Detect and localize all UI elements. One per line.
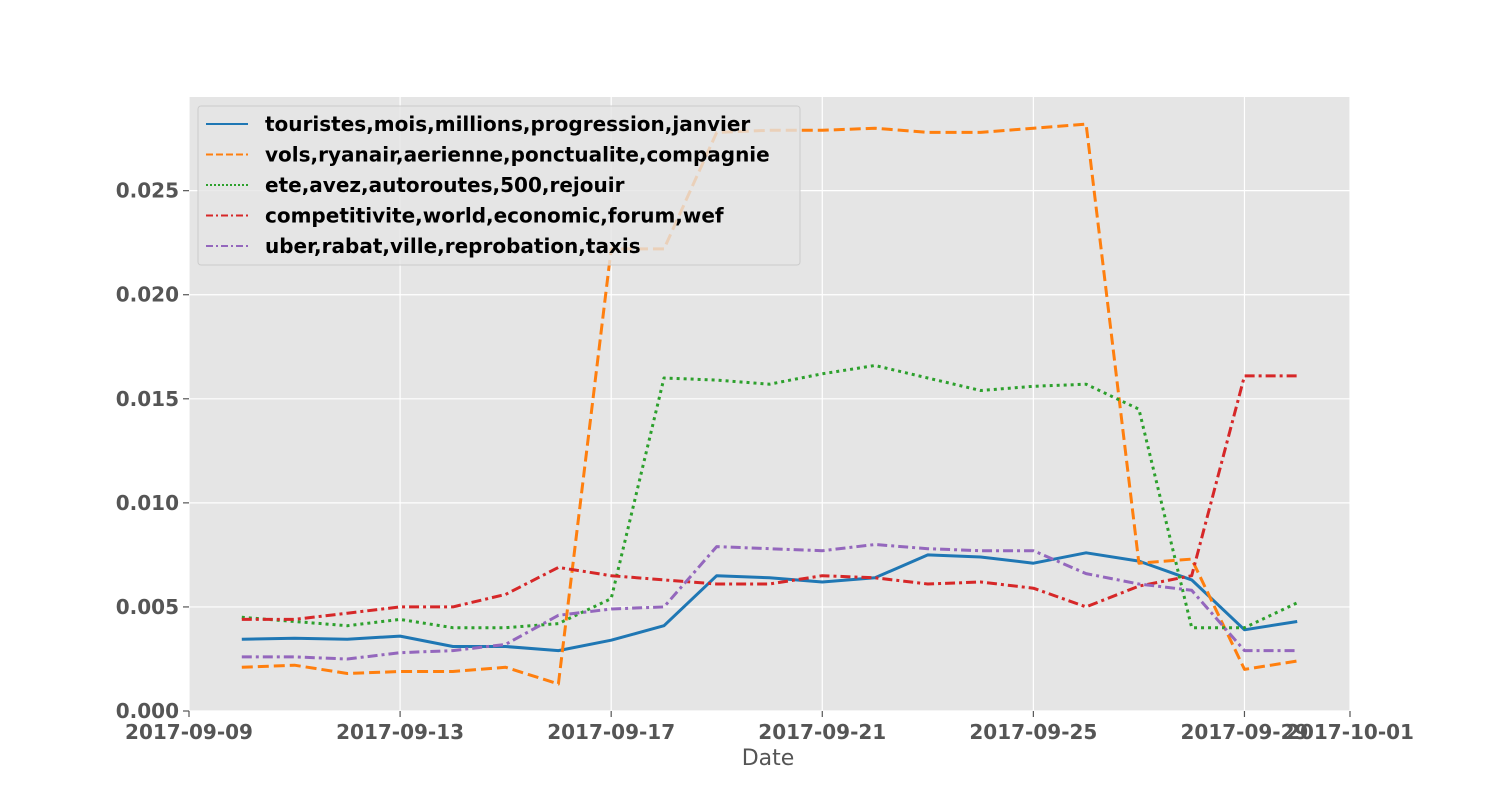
y-tick-label: 0.025 — [116, 179, 179, 203]
y-tick-label: 0.015 — [116, 387, 179, 411]
legend-label: ete,avez,autoroutes,500,rejouir — [265, 173, 625, 197]
x-tick-label: 2017-10-01 — [1286, 720, 1414, 744]
x-tick-label: 2017-09-29 — [1180, 720, 1308, 744]
legend-box — [197, 105, 801, 266]
series-line-5 — [241, 543, 1298, 661]
y-tick-label: 0.010 — [116, 491, 179, 515]
y-axis-ticks: 0.000 0.005 0.010 0.015 0.020 0.025 — [116, 179, 189, 723]
x-axis-ticks: 2017-09-09 2017-09-13 2017-09-17 2017-09-21… — [125, 711, 1414, 744]
x-tick-label: 2017-09-21 — [758, 720, 886, 744]
x-tick-label: 2017-09-13 — [336, 720, 464, 744]
legend-label: competitivite,world,economic,forum,wef — [265, 204, 724, 228]
y-tick-label: 0.000 — [116, 699, 179, 723]
series-line-2 — [241, 122, 1298, 686]
series-line-1 — [241, 551, 1298, 653]
series-layer — [241, 122, 1298, 686]
legend-label: touristes,mois,millions,progression,janv… — [265, 112, 750, 136]
legend-label: vols,ryanair,aerienne,ponctualite,compag… — [265, 143, 770, 167]
series-line-3 — [241, 364, 1298, 630]
x-tick-label: 2017-09-09 — [125, 720, 253, 744]
x-axis-label: Date — [742, 746, 795, 771]
x-tick-label: 2017-09-25 — [969, 720, 1097, 744]
legend-label: uber,rabat,ville,reprobation,taxis — [265, 234, 641, 258]
y-tick-label: 0.020 — [116, 283, 179, 307]
x-tick-label: 2017-09-17 — [547, 720, 675, 744]
y-tick-label: 0.005 — [116, 595, 179, 619]
legend: touristes,mois,millions,progression,janv… — [197, 105, 801, 266]
series-line-4 — [241, 374, 1298, 621]
